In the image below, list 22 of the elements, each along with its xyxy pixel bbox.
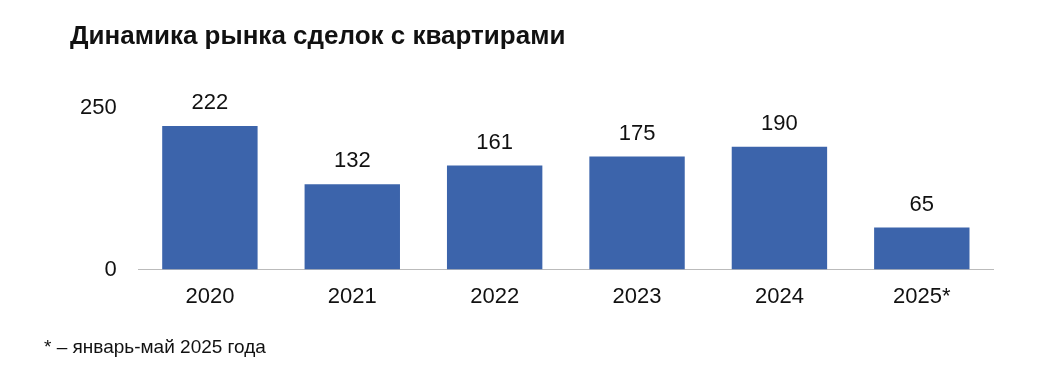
x-tick-label: 2022 bbox=[470, 282, 520, 308]
x-tick-label: 2020 bbox=[185, 282, 235, 308]
data-label: 65 bbox=[909, 190, 935, 216]
chart-title: Динамика рынка сделок с квартирами bbox=[70, 20, 566, 51]
bar bbox=[304, 184, 400, 270]
text: * – январь-май 2025 года bbox=[44, 336, 266, 358]
y-tick-label: 250 bbox=[79, 94, 117, 120]
bar bbox=[731, 146, 828, 270]
bar bbox=[874, 227, 970, 270]
data-label: 175 bbox=[618, 119, 656, 145]
data-label: 222 bbox=[191, 89, 229, 115]
data-label: 161 bbox=[476, 128, 514, 154]
bar bbox=[589, 156, 685, 270]
data-label: 132 bbox=[333, 147, 371, 173]
x-tick-label: 2024 bbox=[754, 282, 804, 308]
x-tick-label: 2025* bbox=[893, 282, 951, 308]
x-tick-label: 2023 bbox=[612, 282, 662, 308]
data-label: 190 bbox=[761, 109, 798, 135]
bar bbox=[446, 165, 543, 270]
x-tick-label: 2021 bbox=[327, 282, 377, 308]
y-tick-label: 0 bbox=[104, 255, 117, 281]
bar bbox=[162, 126, 258, 270]
